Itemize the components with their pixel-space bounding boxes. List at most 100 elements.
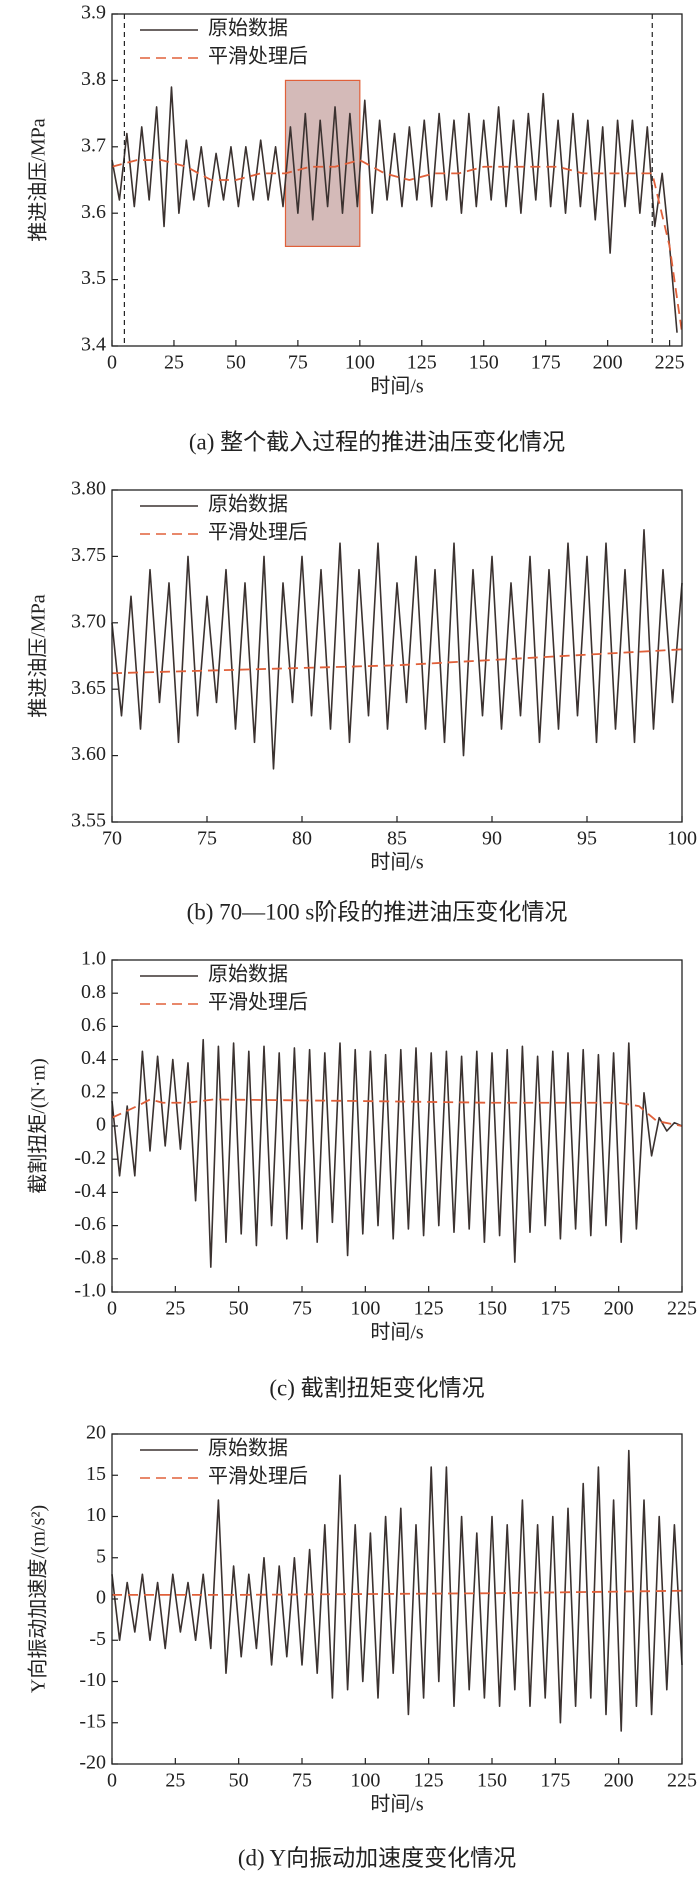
y-axis-label: Y向振动加速度/(m/s²) — [27, 1505, 50, 1693]
x-tick-label: 80 — [292, 828, 312, 850]
x-tick-label: 125 — [414, 1298, 444, 1320]
caption: (b) 70—100 s阶段的推进油压变化情况 — [187, 899, 568, 924]
x-tick-label: 200 — [604, 1770, 634, 1792]
legend-label: 原始数据 — [208, 1437, 288, 1460]
x-tick-label: 225 — [667, 1770, 697, 1792]
y-tick-label: 15 — [86, 1463, 106, 1485]
x-axis-label: 时间/s — [370, 1793, 424, 1816]
x-tick-label: 25 — [165, 1770, 185, 1792]
x-tick-label: 0 — [107, 1298, 117, 1320]
caption: (a) 整个截入过程的推进油压变化情况 — [189, 429, 565, 454]
plot-frame — [111, 489, 683, 823]
x-tick-label: 125 — [414, 1770, 444, 1792]
y-axis-label: 推进油压/MPa — [27, 118, 50, 241]
legend-label: 原始数据 — [208, 493, 288, 516]
raw-line — [111, 529, 683, 770]
x-tick-label: 25 — [165, 1298, 185, 1320]
x-tick-label: 90 — [482, 828, 502, 850]
x-tick-label: 175 — [540, 1770, 570, 1792]
y-tick-label: 3.65 — [71, 677, 106, 699]
legend-label: 平滑处理后 — [208, 991, 308, 1014]
plot-frame — [111, 13, 683, 347]
x-tick-label: 200 — [593, 352, 623, 374]
legend-label: 平滑处理后 — [208, 45, 308, 68]
smooth-line — [111, 1098, 683, 1127]
y-tick-label: -1.0 — [74, 1280, 106, 1302]
x-tick-label: 100 — [350, 1770, 380, 1792]
y-tick-label: -20 — [79, 1752, 106, 1774]
caption: (c) 截割扭矩变化情况 — [269, 1375, 484, 1400]
x-axis-label: 时间/s — [370, 851, 424, 874]
y-tick-label: -0.6 — [74, 1213, 106, 1235]
y-axis-label: 推进油压/MPa — [27, 594, 50, 717]
x-tick-label: 100 — [350, 1298, 380, 1320]
y-tick-label: 0.2 — [81, 1080, 106, 1102]
y-tick-label: 3.80 — [71, 478, 106, 500]
y-tick-label: -0.2 — [74, 1147, 106, 1169]
legend-label: 原始数据 — [208, 963, 288, 986]
x-tick-label: 25 — [164, 352, 184, 374]
y-tick-label: -0.4 — [74, 1180, 106, 1202]
x-axis-label: 时间/s — [370, 1321, 424, 1344]
x-tick-label: 125 — [407, 352, 437, 374]
x-tick-label: 75 — [197, 828, 217, 850]
y-tick-label: 10 — [86, 1504, 106, 1526]
y-tick-label: 0 — [96, 1114, 106, 1136]
x-tick-label: 225 — [667, 1298, 697, 1320]
x-tick-label: 150 — [469, 352, 499, 374]
y-tick-label: 3.70 — [71, 610, 106, 632]
y-tick-label: 3.55 — [71, 810, 106, 832]
y-tick-label: 0.8 — [81, 981, 106, 1003]
x-tick-label: 225 — [655, 352, 685, 374]
y-tick-label: 3.5 — [81, 267, 106, 289]
x-tick-label: 75 — [288, 352, 308, 374]
y-tick-label: 0.6 — [81, 1014, 106, 1036]
y-tick-label: 3.9 — [81, 2, 106, 24]
x-tick-label: 0 — [107, 1770, 117, 1792]
legend-label: 原始数据 — [208, 17, 288, 40]
x-tick-label: 50 — [226, 352, 246, 374]
x-tick-label: 75 — [292, 1770, 312, 1792]
caption: (d) Y向振动加速度变化情况 — [238, 1845, 516, 1870]
raw-line — [111, 1038, 683, 1268]
smooth-line — [111, 648, 683, 675]
x-axis-label: 时间/s — [370, 375, 424, 398]
x-tick-label: 50 — [229, 1298, 249, 1320]
x-tick-label: 100 — [667, 828, 697, 850]
legend-label: 平滑处理后 — [208, 1465, 308, 1488]
y-tick-label: 5 — [96, 1545, 106, 1567]
x-tick-label: 75 — [292, 1298, 312, 1320]
x-tick-label: 50 — [229, 1770, 249, 1792]
y-tick-label: -15 — [79, 1710, 106, 1732]
raw-line — [111, 1449, 683, 1732]
y-tick-label: 1.0 — [81, 948, 106, 970]
x-tick-label: 150 — [477, 1770, 507, 1792]
y-tick-label: -0.8 — [74, 1246, 106, 1268]
y-tick-label: 3.6 — [81, 201, 106, 223]
y-tick-label: 3.4 — [81, 334, 106, 356]
x-tick-label: 175 — [540, 1298, 570, 1320]
smooth-line — [111, 159, 683, 333]
raw-line — [111, 86, 678, 333]
x-tick-label: 200 — [604, 1298, 634, 1320]
y-tick-label: 3.8 — [81, 68, 106, 90]
smooth-line — [112, 1589, 683, 1596]
y-tick-label: 3.75 — [71, 544, 106, 566]
y-axis-label: 截割扭矩/(N·m) — [27, 1058, 50, 1194]
x-tick-label: 175 — [531, 352, 561, 374]
y-tick-label: 20 — [86, 1422, 106, 1444]
y-tick-label: 3.60 — [71, 743, 106, 765]
y-tick-label: -10 — [79, 1669, 106, 1691]
x-tick-label: 85 — [387, 828, 407, 850]
x-tick-label: 0 — [107, 352, 117, 374]
y-tick-label: -5 — [89, 1628, 106, 1650]
x-tick-label: 150 — [477, 1298, 507, 1320]
x-tick-label: 95 — [577, 828, 597, 850]
y-tick-label: 0.4 — [81, 1047, 106, 1069]
x-tick-label: 100 — [345, 352, 375, 374]
y-tick-label: 3.7 — [81, 134, 106, 156]
y-tick-label: 0 — [96, 1587, 106, 1609]
x-tick-label: 70 — [102, 828, 122, 850]
